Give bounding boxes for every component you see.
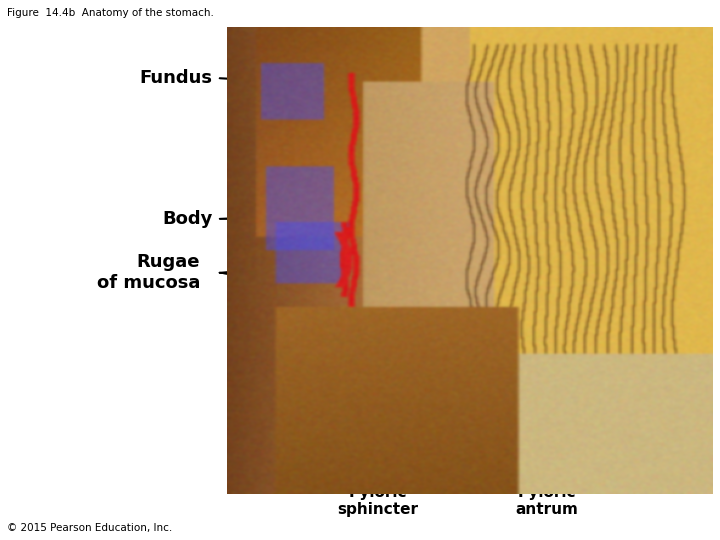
Text: Pyloric
sphincter: Pyloric sphincter bbox=[338, 485, 418, 517]
Text: (b): (b) bbox=[248, 474, 278, 492]
Text: Fundus: Fundus bbox=[140, 69, 212, 87]
Text: Body: Body bbox=[162, 210, 212, 228]
Text: Pyloric
antrum: Pyloric antrum bbox=[516, 485, 579, 517]
Text: Rugae
of mucosa: Rugae of mucosa bbox=[96, 253, 200, 292]
Text: © 2015 Pearson Education, Inc.: © 2015 Pearson Education, Inc. bbox=[7, 523, 173, 533]
Text: Figure  14.4b  Anatomy of the stomach.: Figure 14.4b Anatomy of the stomach. bbox=[7, 8, 214, 18]
